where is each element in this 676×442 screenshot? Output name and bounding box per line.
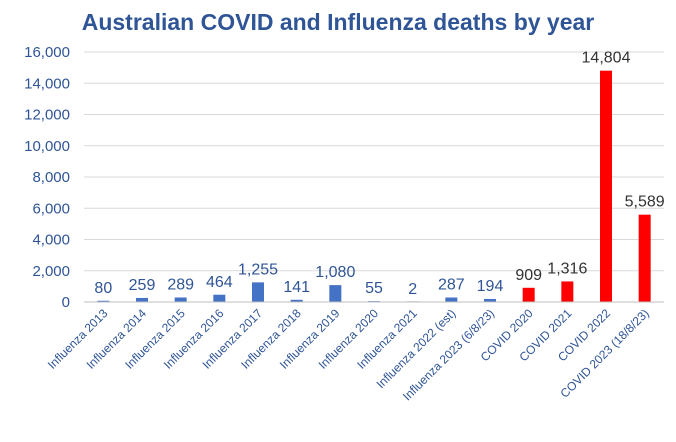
- data-label: 259: [129, 277, 156, 294]
- y-tick-label: 10,000: [24, 138, 70, 155]
- bar: [638, 214, 651, 302]
- data-label: 194: [477, 278, 504, 295]
- y-tick-label: 4,000: [32, 232, 70, 249]
- y-tick-label: 12,000: [24, 107, 70, 124]
- chart-title: Australian COVID and Influenza deaths by…: [82, 9, 595, 35]
- data-label: 5,589: [625, 194, 665, 211]
- bar: [600, 70, 612, 302]
- bar: [174, 297, 187, 302]
- data-label: 80: [94, 280, 112, 297]
- data-label: 2: [408, 281, 417, 298]
- data-label: 909: [515, 267, 542, 284]
- y-tick-label: 14,000: [24, 75, 70, 92]
- bar: [252, 282, 264, 302]
- y-tick-label: 8,000: [32, 169, 70, 186]
- gridlines: [84, 51, 664, 272]
- y-axis: 0 2,000 4,000 6,000 8,000 10,000 12,000 14,000 1…: [24, 44, 70, 311]
- bar: [136, 297, 148, 302]
- y-tick-label: 2,000: [32, 263, 70, 280]
- data-label: 141: [283, 279, 310, 296]
- data-label: 1,255: [238, 261, 278, 278]
- data-label: 289: [167, 276, 194, 293]
- bar: [329, 285, 342, 302]
- data-label: 1,080: [315, 264, 355, 281]
- data-label: 464: [206, 274, 233, 291]
- bar: [522, 287, 535, 302]
- bar: [484, 298, 496, 302]
- y-tick-label: 0: [62, 294, 70, 311]
- bars: [97, 70, 651, 302]
- data-labels: 80 259 289 464 1,255 141 1,080 55 2 287 194 909 1,31…: [94, 50, 664, 298]
- data-label: 287: [438, 277, 465, 294]
- y-tick-label: 16,000: [24, 44, 70, 61]
- bar: [97, 300, 110, 302]
- bar: [445, 297, 458, 302]
- bar: [561, 281, 574, 302]
- bar: [213, 294, 226, 302]
- data-label: 1,316: [547, 260, 587, 277]
- bar: [290, 299, 303, 302]
- data-label: 55: [365, 280, 383, 297]
- y-tick-label: 6,000: [32, 200, 70, 217]
- data-label: 14,804: [582, 50, 631, 67]
